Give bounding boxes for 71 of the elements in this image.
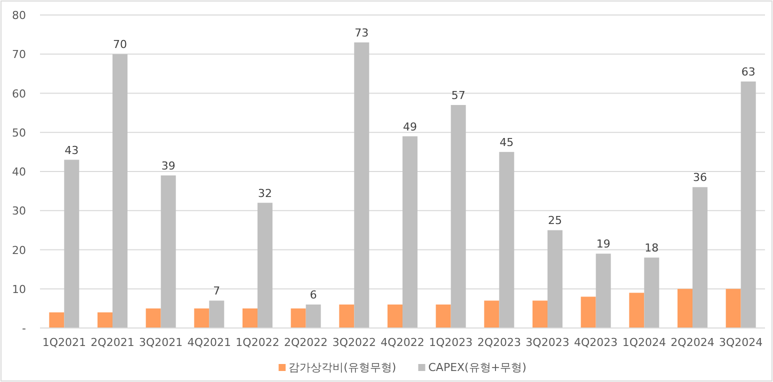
bar <box>112 54 128 328</box>
bar <box>532 300 548 328</box>
bar <box>580 296 596 328</box>
bar <box>290 308 306 328</box>
x-tick-label: 4Q2022 <box>380 336 424 349</box>
data-label: 73 <box>354 26 369 40</box>
bar <box>49 312 64 328</box>
bar <box>306 304 321 328</box>
bar <box>678 288 692 328</box>
data-label: 43 <box>64 144 79 157</box>
data-label: 36 <box>693 171 707 184</box>
x-tick-label: 3Q2023 <box>526 336 570 349</box>
x-tick-label: 3Q2024 <box>719 336 763 349</box>
x-tick-label: 1Q2024 <box>622 336 666 349</box>
bar <box>354 42 370 328</box>
data-label: 6 <box>310 288 317 302</box>
bar <box>146 308 161 328</box>
y-tick-label: 40 <box>12 166 26 178</box>
x-tick-label: 2Q2022 <box>284 336 328 349</box>
bar <box>194 308 210 328</box>
bar <box>450 104 466 328</box>
x-tick-label: 2Q2024 <box>670 336 714 349</box>
x-tick-label: 3Q2022 <box>332 336 376 349</box>
x-tick-label: 4Q2023 <box>574 336 618 349</box>
bar <box>596 254 611 328</box>
y-tick-label: 10 <box>12 282 26 296</box>
bar <box>548 230 562 328</box>
y-tick-label: 20 <box>12 244 26 257</box>
x-tick-label: 2Q2021 <box>90 336 134 349</box>
bar <box>209 300 224 328</box>
data-label: 63 <box>741 66 756 79</box>
data-label: 45 <box>500 136 514 149</box>
bar <box>436 304 451 328</box>
data-label: 32 <box>258 186 272 200</box>
y-tick-label: - <box>22 322 26 335</box>
x-tick-label: 4Q2021 <box>187 336 231 349</box>
data-label: 49 <box>403 120 417 134</box>
legend-label: CAPEX(유형+무형) <box>428 361 526 374</box>
data-label: 25 <box>548 214 562 228</box>
legend-label: 감가상각비(유형무형) <box>288 361 396 374</box>
bar <box>629 292 644 328</box>
data-label: 18 <box>644 242 659 255</box>
bar <box>484 300 500 328</box>
x-tick-label: 1Q2021 <box>42 336 86 349</box>
bar <box>692 187 708 328</box>
y-tick-label: 60 <box>12 87 26 100</box>
y-tick-label: 30 <box>12 204 26 218</box>
x-tick-label: 1Q2022 <box>236 336 280 349</box>
bar <box>402 136 418 328</box>
y-tick-label: 70 <box>12 48 26 62</box>
bar <box>160 175 176 328</box>
bar <box>740 82 756 328</box>
x-tick-label: 2Q2023 <box>477 336 521 349</box>
data-label: 19 <box>596 238 610 251</box>
data-label: 70 <box>113 38 127 52</box>
bar <box>98 312 112 328</box>
bar <box>242 308 258 328</box>
bar <box>388 304 402 328</box>
data-label: 39 <box>161 159 176 172</box>
data-label: 7 <box>213 284 220 298</box>
data-label: 57 <box>451 88 466 102</box>
y-tick-label: 50 <box>12 126 26 140</box>
bar <box>726 288 741 328</box>
bar <box>499 152 514 328</box>
y-tick-label: 80 <box>12 9 26 22</box>
bar <box>258 202 272 328</box>
x-tick-label: 3Q2021 <box>139 336 183 349</box>
bar <box>339 304 354 328</box>
bar <box>64 160 80 328</box>
x-tick-label: 1Q2023 <box>429 336 473 349</box>
bar <box>644 258 660 328</box>
